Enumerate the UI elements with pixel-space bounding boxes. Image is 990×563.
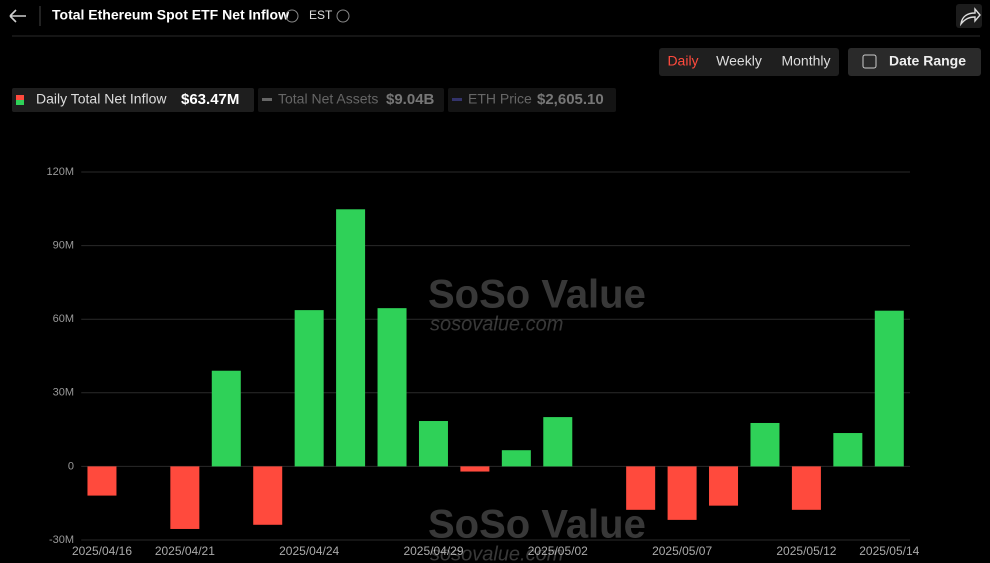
legend-value: $2,605.10 [537,91,604,108]
bar [791,466,821,510]
period-switch [659,48,839,76]
bar [460,466,490,472]
back-arrow [9,9,26,23]
x-tick-label: 2025/05/02 [528,544,588,558]
x-tick-label: 2025/05/14 [859,544,919,558]
legend-item[interactable]: ETH Price $2,605.10 [448,88,616,112]
bar [377,308,407,467]
x-tick-label: 2025/04/24 [279,544,339,558]
bar [709,466,739,506]
watermark: SoSo Value sosovalue.com SoSo Value soso… [428,273,646,563]
y-tick-label: 120M [46,166,74,178]
y-tick-label: 90M [53,240,74,252]
date-range-button[interactable]: Date Range [848,48,981,76]
bar [294,310,324,467]
legend-item[interactable]: Daily Total Net Inflow $63.47M [12,88,254,112]
bar [750,422,780,467]
info-icon[interactable] [336,9,350,23]
bar [667,466,697,520]
bar [211,370,241,467]
legend-label: Total Net Assets [278,91,378,107]
period-button[interactable]: Weekly [716,53,762,69]
bar [336,209,366,467]
bar [170,466,200,529]
watermark-url: sosovalue.com [430,543,563,563]
y-tick-label: -30M [49,534,74,546]
share-button[interactable] [956,4,982,28]
date-range-label: Date Range [889,53,966,69]
x-tick-label: 2025/04/21 [155,544,215,558]
legend-label: Daily Total Net Inflow [36,91,167,107]
bar [501,450,531,467]
info-icon[interactable] [285,9,299,23]
period-button[interactable]: Monthly [781,53,830,69]
bar [253,466,283,525]
page-title: Total Ethereum Spot ETF Net Inflow [52,7,289,23]
bar [418,421,448,467]
x-tick-label: 2025/05/07 [652,544,712,558]
y-tick-label: 0 [68,460,74,472]
period-button[interactable]: Daily [667,53,698,69]
x-tick-label: 2025/05/12 [776,544,836,558]
bar [626,466,656,510]
watermark-brand: SoSo Value [428,503,646,547]
watermark-url: sosovalue.com [430,313,563,335]
y-tick-label: 30M [53,387,74,399]
legend-label: ETH Price [468,91,532,107]
back-button[interactable] [9,9,26,23]
legend-item[interactable]: Total Net Assets $9.04B [258,88,444,112]
y-tick-label: 60M [53,313,74,325]
legend-value: $63.47M [181,91,239,108]
x-tick-label: 2025/04/16 [72,544,132,558]
bar [543,417,573,467]
plot: -30M 0 30M 60M 90M 120M 2025/04/16 2025/04/21 20… [46,166,919,558]
x-tick-label: 2025/04/29 [403,544,463,558]
watermark-brand: SoSo Value [428,273,646,317]
timezone: EST [309,8,333,22]
legend-value: $9.04B [386,91,435,108]
bar [874,310,904,467]
bar [87,466,117,496]
bar [833,433,863,467]
